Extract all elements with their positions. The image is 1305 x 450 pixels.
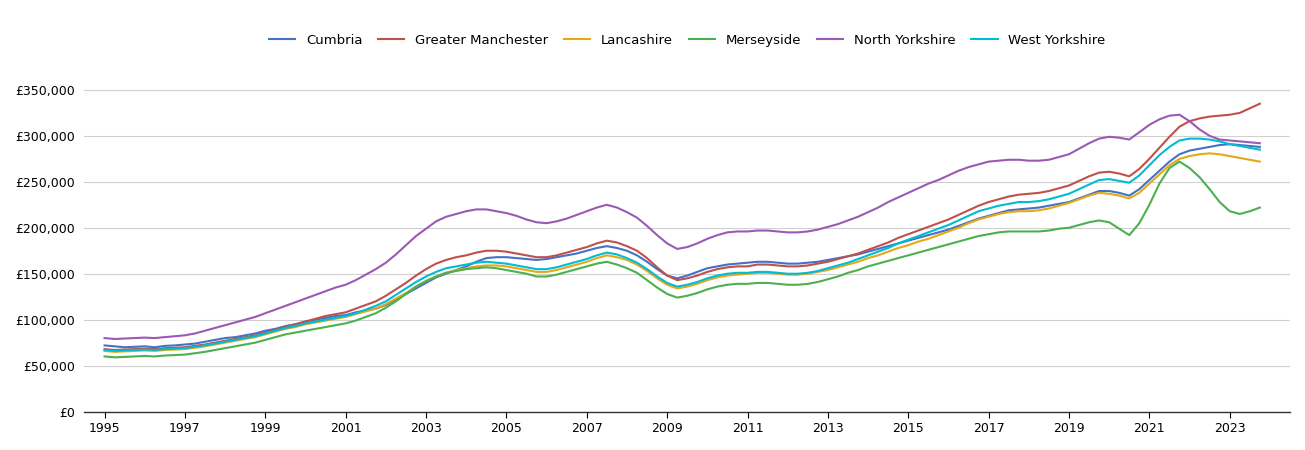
Merseyside	[97, 354, 112, 359]
Merseyside	[881, 258, 897, 264]
Lancashire	[1251, 159, 1267, 164]
West Yorkshire	[107, 348, 123, 354]
North Yorkshire	[1251, 140, 1267, 146]
Lancashire	[107, 349, 123, 355]
Greater Manchester	[499, 249, 514, 254]
West Yorkshire	[1071, 186, 1087, 192]
Greater Manchester	[1251, 101, 1267, 106]
West Yorkshire	[881, 245, 897, 251]
West Yorkshire	[1041, 197, 1057, 202]
Cumbria	[881, 243, 897, 249]
Cumbria	[1221, 141, 1237, 147]
West Yorkshire	[499, 261, 514, 266]
Greater Manchester	[1172, 124, 1188, 130]
Line: Cumbria: Cumbria	[104, 144, 1259, 347]
Merseyside	[1071, 222, 1087, 228]
North Yorkshire	[810, 227, 826, 232]
Line: West Yorkshire: West Yorkshire	[104, 139, 1259, 351]
Merseyside	[1182, 165, 1198, 171]
Greater Manchester	[107, 347, 123, 353]
North Yorkshire	[107, 336, 123, 342]
West Yorkshire	[1172, 138, 1188, 143]
Cumbria	[1071, 196, 1087, 201]
Greater Manchester	[881, 240, 897, 245]
West Yorkshire	[1251, 147, 1267, 153]
Line: Merseyside: Merseyside	[104, 162, 1259, 357]
West Yorkshire	[97, 347, 112, 353]
North Yorkshire	[1071, 146, 1087, 152]
North Yorkshire	[97, 335, 112, 341]
North Yorkshire	[499, 210, 514, 216]
Lancashire	[499, 264, 514, 269]
Merseyside	[107, 355, 123, 360]
Line: Lancashire: Lancashire	[104, 153, 1259, 352]
Cumbria	[1041, 203, 1057, 208]
Legend: Cumbria, Greater Manchester, Lancashire, Merseyside, North Yorkshire, West Yorks: Cumbria, Greater Manchester, Lancashire,…	[264, 29, 1111, 52]
Merseyside	[1172, 159, 1188, 164]
West Yorkshire	[1182, 136, 1198, 141]
Greater Manchester	[1041, 188, 1057, 194]
Cumbria	[117, 345, 133, 350]
Lancashire	[1071, 197, 1087, 202]
North Yorkshire	[1182, 118, 1198, 124]
Lancashire	[1172, 156, 1188, 162]
Cumbria	[499, 255, 514, 260]
North Yorkshire	[881, 199, 897, 205]
Cumbria	[97, 343, 112, 348]
Line: North Yorkshire: North Yorkshire	[104, 115, 1259, 339]
Lancashire	[1202, 151, 1218, 156]
Lancashire	[881, 249, 897, 254]
Merseyside	[1041, 228, 1057, 233]
Merseyside	[1251, 205, 1267, 210]
Cumbria	[1172, 152, 1188, 157]
Cumbria	[810, 259, 826, 265]
Greater Manchester	[97, 346, 112, 352]
Merseyside	[499, 267, 514, 273]
Greater Manchester	[1071, 178, 1087, 184]
North Yorkshire	[1172, 112, 1188, 117]
West Yorkshire	[810, 268, 826, 274]
Cumbria	[1251, 144, 1267, 149]
Lancashire	[97, 348, 112, 354]
Merseyside	[810, 279, 826, 285]
North Yorkshire	[1041, 157, 1057, 162]
Line: Greater Manchester: Greater Manchester	[104, 104, 1259, 350]
Lancashire	[1041, 206, 1057, 211]
Lancashire	[810, 269, 826, 274]
Greater Manchester	[810, 261, 826, 266]
